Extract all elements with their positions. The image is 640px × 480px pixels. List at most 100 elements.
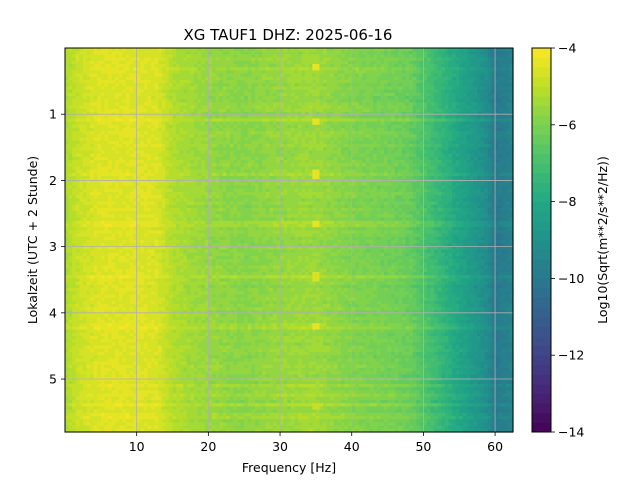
heatmap-cell (237, 54, 242, 59)
heatmap-cell (290, 124, 295, 129)
heatmap-cell (86, 144, 91, 148)
heatmap-cell (477, 70, 482, 75)
heatmap-cell (312, 137, 317, 142)
heatmap-cell (161, 67, 166, 71)
heatmap-cell (240, 140, 245, 145)
heatmap-cell (466, 108, 471, 113)
heatmap-cell (380, 140, 385, 145)
heatmap-cell (430, 73, 435, 78)
heatmap-cell (283, 121, 288, 126)
heatmap-cell (491, 54, 496, 59)
heatmap-cell (258, 51, 263, 55)
heatmap-cell (297, 80, 303, 84)
heatmap-cell (161, 137, 166, 142)
heatmap-cell (72, 147, 77, 151)
heatmap-cell (86, 108, 91, 113)
heatmap-cell (434, 73, 439, 78)
heatmap-cell (430, 128, 435, 132)
heatmap-cell (505, 131, 511, 135)
heatmap-cell (466, 83, 471, 87)
heatmap-cell (194, 144, 199, 148)
heatmap-cell (480, 86, 485, 91)
heatmap-cell (100, 118, 106, 123)
heatmap-cell (487, 128, 493, 132)
heatmap-cell (136, 96, 141, 100)
heatmap-cell (151, 140, 156, 145)
heatmap-cell (383, 76, 389, 81)
heatmap-cell (308, 147, 313, 151)
heatmap-cell (82, 96, 88, 100)
heatmap-cell (495, 80, 500, 84)
heatmap-cell (240, 134, 245, 139)
heatmap-cell (179, 57, 184, 62)
heatmap-cell (330, 137, 335, 142)
heatmap-cell (251, 54, 256, 59)
heatmap-cell (419, 150, 424, 155)
heatmap-cell (373, 115, 378, 119)
heatmap-cell (197, 131, 202, 135)
heatmap-cell (82, 147, 88, 151)
heatmap-cell (473, 80, 478, 84)
heatmap-cell (401, 54, 407, 59)
heatmap-cell (90, 67, 95, 71)
heatmap-cell (409, 128, 414, 132)
heatmap-cell (176, 121, 181, 126)
heatmap-cell (147, 137, 152, 142)
heatmap-cell (416, 108, 421, 113)
heatmap-cell (312, 48, 317, 52)
heatmap-cell (394, 121, 399, 126)
heatmap-cell (434, 137, 439, 142)
heatmap-cell (409, 57, 414, 62)
heatmap-cell (122, 108, 127, 113)
heatmap-cell (272, 147, 278, 151)
heatmap-cell (229, 118, 235, 123)
heatmap-cell (118, 121, 123, 126)
heatmap-cell (276, 118, 281, 123)
heatmap-cell (337, 80, 342, 84)
heatmap-cell (115, 83, 120, 87)
heatmap-cell (297, 70, 303, 75)
heatmap-cell (290, 150, 295, 155)
heatmap-cell (197, 144, 202, 148)
heatmap-cell (498, 83, 503, 87)
heatmap-cell (272, 96, 278, 100)
heatmap-cell (437, 70, 442, 75)
heatmap-cell (495, 64, 500, 68)
heatmap-cell (125, 118, 131, 123)
heatmap-cell (118, 80, 123, 84)
heatmap-cell (326, 48, 331, 52)
heatmap-cell (154, 137, 159, 142)
heatmap-cell (333, 108, 338, 113)
heatmap-cell (287, 70, 292, 75)
heatmap-cell (369, 92, 374, 97)
heatmap-cell (505, 99, 511, 103)
heatmap-cell (151, 57, 156, 62)
heatmap-cell (90, 131, 95, 135)
heatmap-cell (323, 51, 328, 55)
heatmap-cell (240, 57, 245, 62)
heatmap-cell (165, 96, 170, 100)
heatmap-cell (179, 89, 184, 94)
heatmap-cell (362, 131, 367, 135)
heatmap-cell (498, 89, 503, 94)
heatmap-cell (197, 48, 202, 52)
heatmap-cell (448, 118, 453, 123)
heatmap-cell (323, 48, 328, 52)
heatmap-cell (133, 70, 138, 75)
heatmap-cell (197, 150, 202, 155)
heatmap-cell (283, 102, 288, 107)
heatmap-cell (297, 86, 303, 91)
heatmap-cell (326, 121, 331, 126)
heatmap-cell (491, 67, 496, 71)
heatmap-cell (179, 51, 184, 55)
heatmap-cell (401, 108, 407, 113)
heatmap-cell (369, 108, 374, 113)
heatmap-cell (405, 124, 410, 129)
heatmap-cell (305, 105, 310, 110)
heatmap-cell (86, 86, 91, 91)
heatmap-cell (172, 67, 177, 71)
heatmap-cell (269, 67, 274, 71)
heatmap-cell (111, 128, 116, 132)
heatmap-cell (262, 76, 267, 81)
heatmap-cell (111, 144, 116, 148)
